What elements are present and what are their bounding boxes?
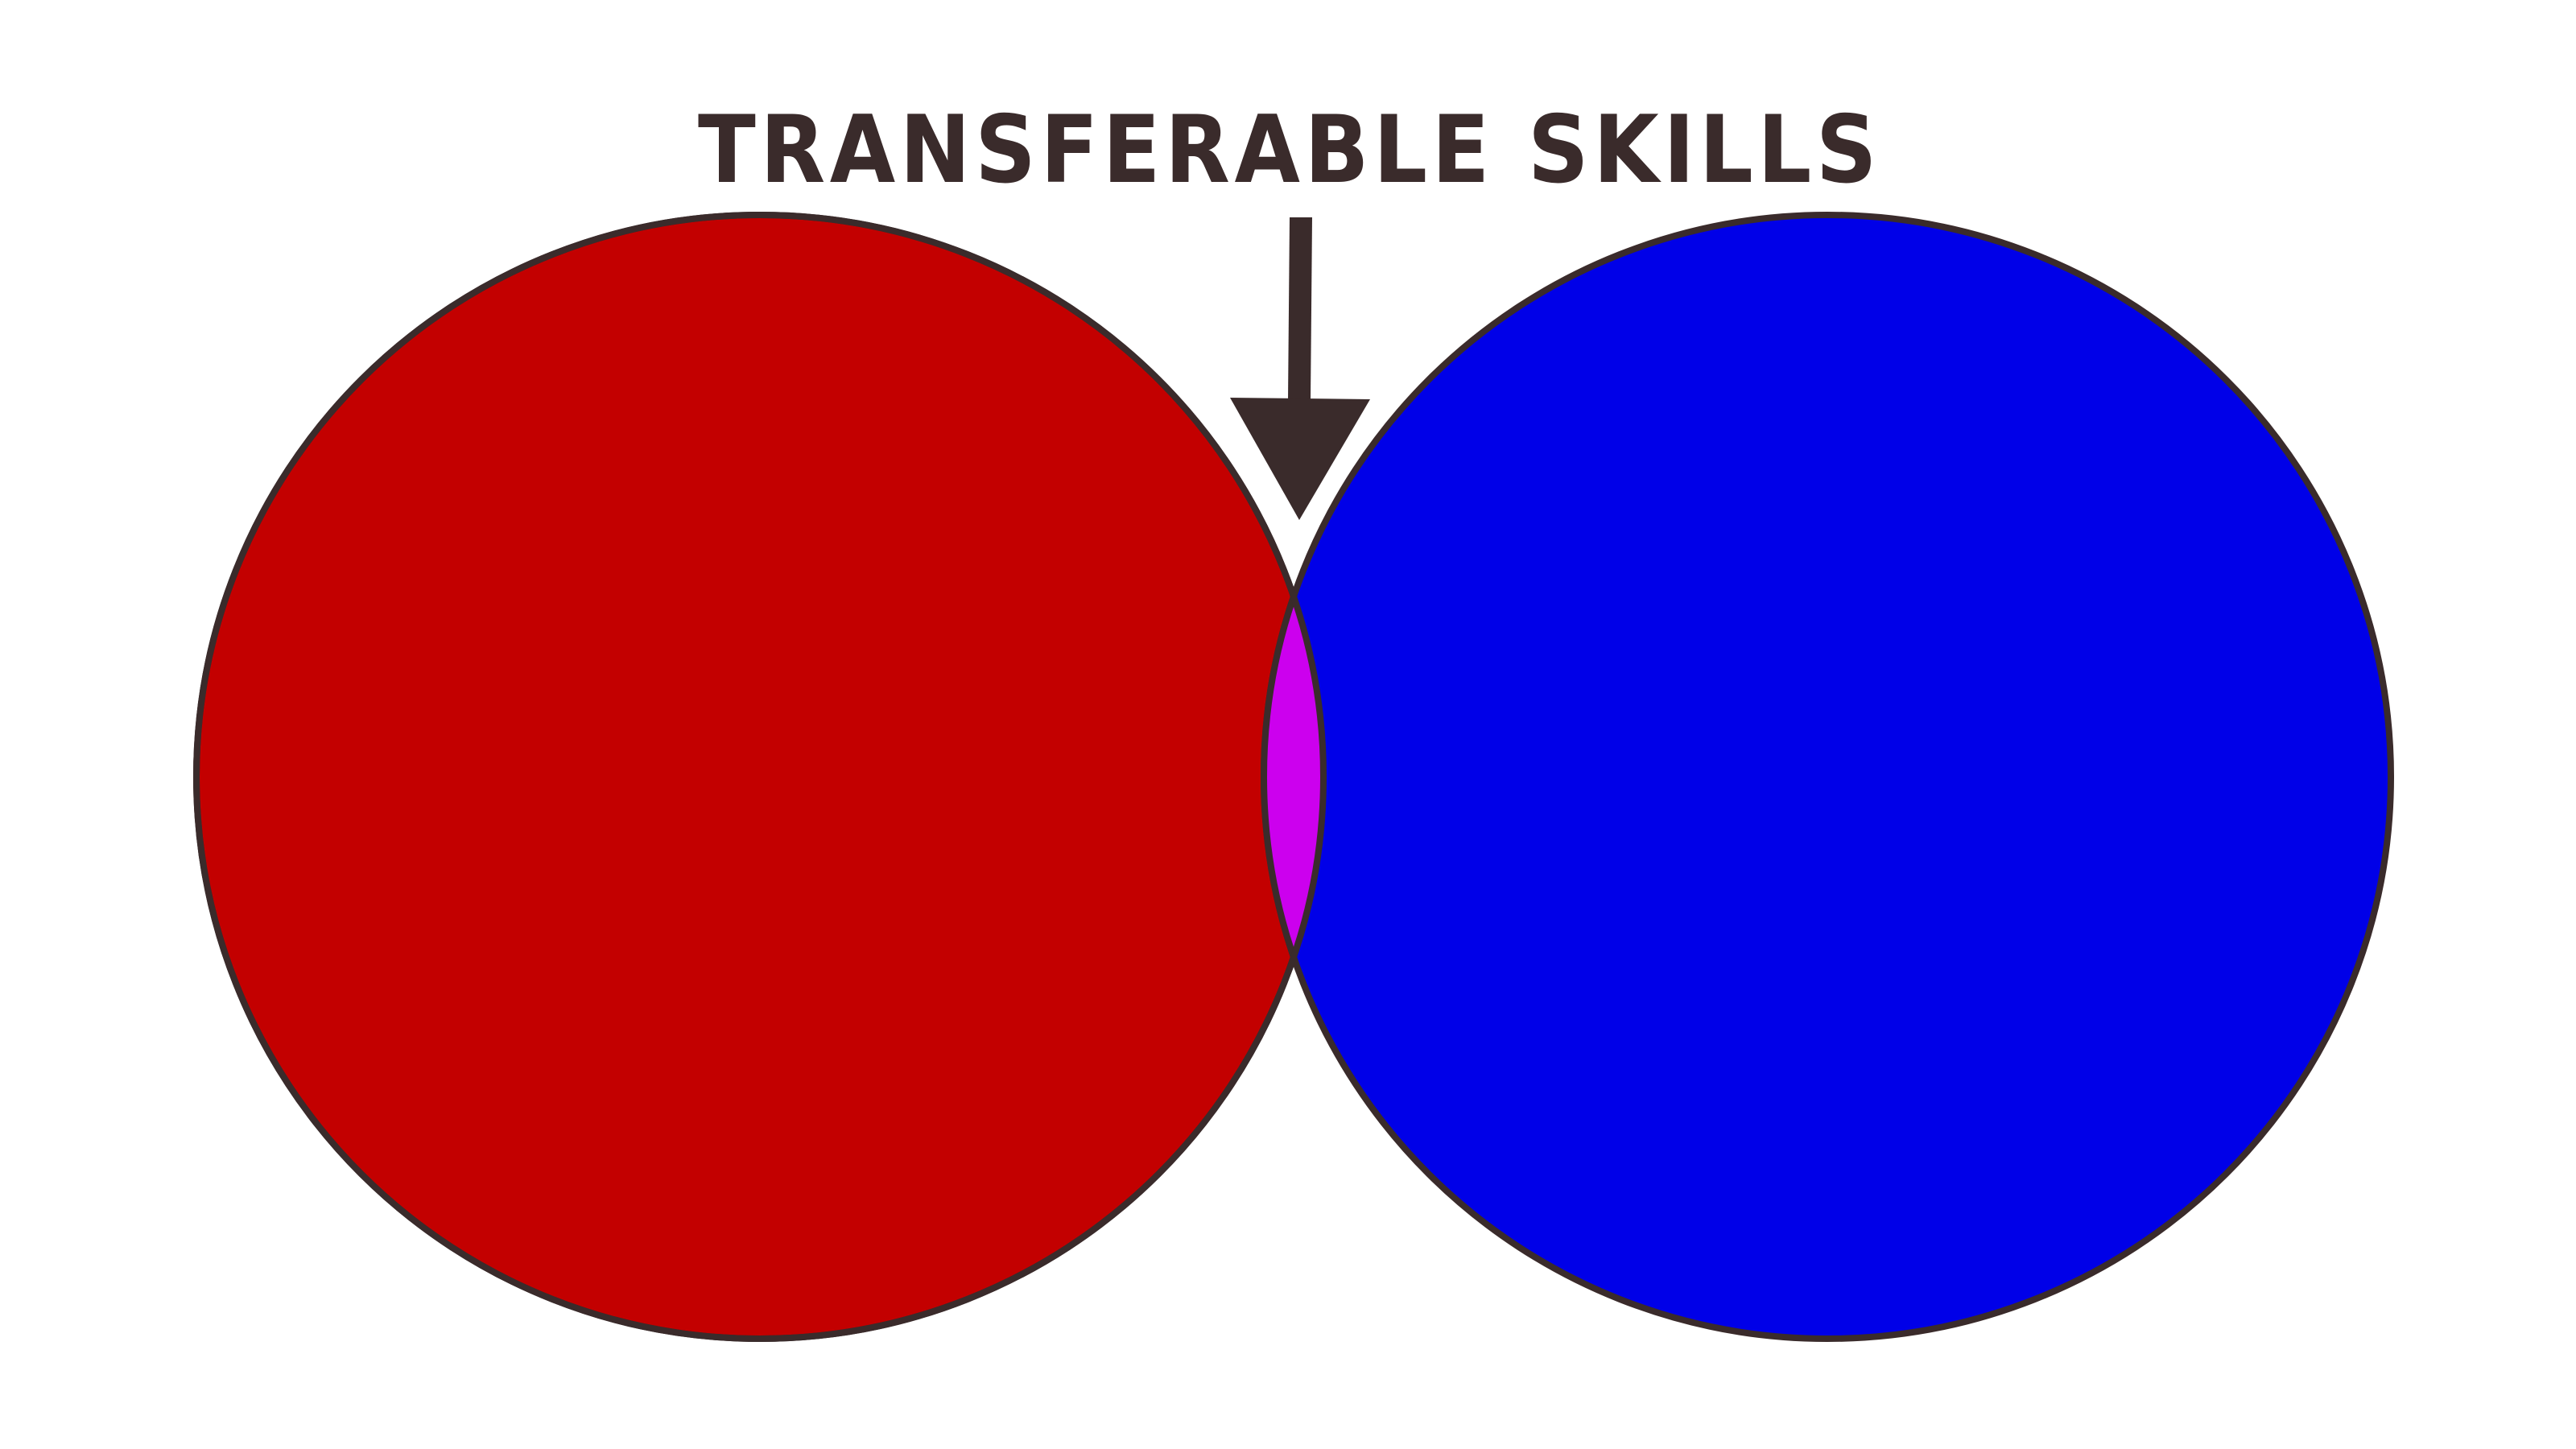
arrow-down-icon xyxy=(1230,217,1370,520)
left-circle xyxy=(193,212,1327,1342)
right-circle xyxy=(1261,212,2394,1342)
left-circle-outline xyxy=(193,212,1327,1342)
transferable-skills-label: TRANSFERABLE SKILLS xyxy=(698,96,1881,204)
overlap-outline xyxy=(1261,215,1323,1339)
